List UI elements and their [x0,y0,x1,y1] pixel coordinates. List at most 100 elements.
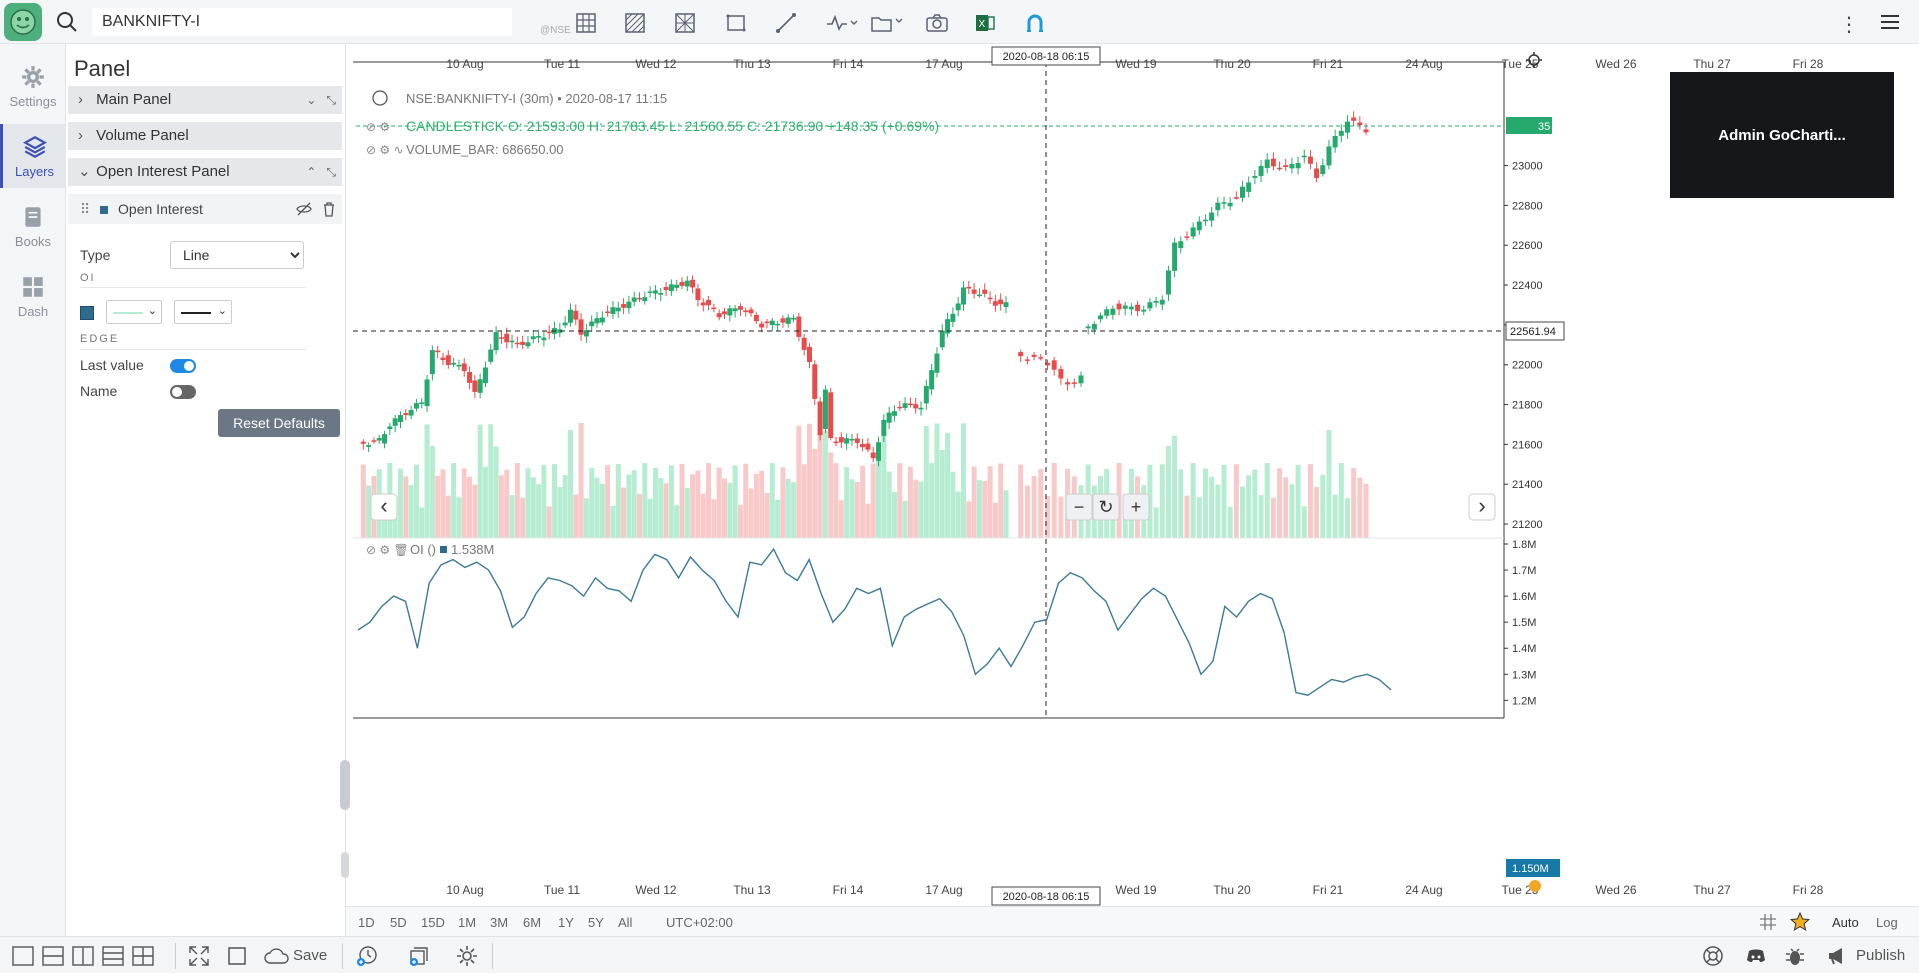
layout-two-columns-icon[interactable] [72,945,96,967]
candle-body [424,379,430,407]
price-tick-label: 21200 [1512,519,1543,531]
top-time-tick-label: Fri 21 [1313,57,1344,71]
auto-scale-button[interactable]: Auto [1832,915,1859,930]
volume-bar [775,499,781,538]
log-scale-button[interactable]: Log [1876,915,1898,930]
eye-hidden-icon[interactable] [296,201,312,217]
history-add-icon[interactable] [356,945,380,967]
rail-item-layers[interactable]: Layers [0,124,66,188]
candle-body [557,329,563,333]
section-volume-panel[interactable]: › Volume Panel [68,122,342,150]
section-main-panel[interactable]: › Main Panel ⌄ ⤡ [68,86,342,114]
candle-body [1270,158,1276,167]
volume-bar [403,476,409,538]
name-toggle[interactable] [170,385,196,399]
candle-body [1135,304,1141,312]
bug-report-icon[interactable] [1784,945,1808,967]
bottom-time-tick-label: 17 Aug [925,883,962,897]
volume-bar [1024,485,1030,538]
grid-table-icon[interactable] [573,10,599,36]
candle-body [371,440,377,442]
reset-defaults-button[interactable]: Reset Defaults [218,409,340,437]
zoom-in-icon [372,90,388,106]
publish-button[interactable]: Publish [1856,947,1906,964]
user-overlay-card[interactable]: Admin GoCharti... [1670,72,1894,198]
layout-three-rows-icon[interactable] [102,945,126,967]
section-tools[interactable]: ⌃ ⤡ [306,165,336,179]
rail-item-books[interactable]: Books [0,194,66,258]
square-icon[interactable] [226,945,250,967]
chart-canvas[interactable]: 10 Aug Tue 11 Wed 12 Thu 13 Fri 14 17 Aug Wed … [346,44,1919,906]
trash-icon[interactable] [322,201,336,217]
timeframe-5y[interactable]: 5Y [588,915,604,930]
save-button[interactable]: Save [293,947,328,964]
layout-two-rows-icon[interactable] [42,945,66,967]
timeframe-6m[interactable]: 6M [523,915,542,930]
oi-tick-label: 1.7M [1512,565,1536,577]
support-lifebuoy-icon[interactable] [1702,945,1726,967]
folder-dropdown-icon[interactable] [868,10,906,36]
layout-quad-icon[interactable] [132,945,156,967]
section-open-interest-panel[interactable]: ⌄ Open Interest Panel ⌃ ⤡ [68,158,342,186]
chevron-right-button[interactable]: › [1468,493,1496,521]
volume-bar [1283,477,1289,538]
timeframe-15d[interactable]: 15D [421,915,445,930]
section-tools[interactable]: ⌄ ⤡ [306,93,336,107]
megaphone-icon[interactable] [1826,945,1850,967]
zoom-in-button[interactable]: + [1122,493,1150,521]
candle-body [971,289,977,294]
discord-icon[interactable] [1745,945,1769,967]
pattern-grid-icon[interactable] [622,10,648,36]
oi-color-swatch[interactable] [80,306,94,320]
volume-bar [759,470,765,538]
timeframe-all[interactable]: All [618,915,633,930]
volume-bar [1184,495,1190,538]
symbol-search-input[interactable] [92,8,512,36]
panel-collapse-handle[interactable] [341,852,349,878]
magnet-icon[interactable] [1022,10,1048,36]
rail-item-dash[interactable]: Dash [0,264,66,328]
more-options-icon[interactable]: ⋮ [1839,14,1859,36]
reset-zoom-button[interactable]: ↻ [1092,493,1120,521]
timezone-label[interactable]: UTC+02:00 [666,915,733,930]
timeframe-1y[interactable]: 1Y [558,915,574,930]
drag-handle-icon[interactable]: ⠿ [80,201,91,217]
volume-bar [812,448,818,538]
hamburger-menu-icon[interactable] [1879,12,1901,32]
camera-icon[interactable] [924,10,950,36]
cloud-save-icon[interactable] [264,945,294,967]
fib-grid-icon[interactable] [672,10,698,36]
type-select[interactable]: Line [170,241,304,269]
chevron-left-button[interactable]: ‹ [370,493,398,521]
chart-settings-gear-icon[interactable] [1526,52,1542,68]
candle-body [567,309,573,323]
volume-bar [546,506,552,538]
candle-body [1326,146,1332,166]
line-style-select[interactable]: ⌄ [174,300,232,324]
rectangle-tool-icon[interactable] [723,10,749,36]
candle-body [541,337,547,341]
layout-single-icon[interactable] [12,945,36,967]
timeframe-3m[interactable]: 3M [490,915,509,930]
timeframe-5d[interactable]: 5D [390,915,407,930]
rail-item-settings[interactable]: Settings [0,54,66,118]
trendline-tool-icon[interactable] [773,10,799,36]
app-logo[interactable] [4,3,42,41]
search-icon[interactable] [55,10,79,34]
new-window-add-icon[interactable] [408,945,432,967]
fullscreen-icon[interactable] [188,945,212,967]
layer-row-open-interest[interactable]: ⠿ Open Interest [68,194,342,224]
last-value-toggle[interactable] [170,359,196,373]
zoom-out-button[interactable]: − [1065,493,1093,521]
timeframe-1m[interactable]: 1M [458,915,477,930]
star-favorite-icon[interactable] [1790,912,1810,932]
line-color-select[interactable]: ⌄ [106,300,162,324]
excel-export-icon[interactable]: X [972,10,998,36]
timeframe-1d[interactable]: 1D [358,915,375,930]
gear-icon[interactable] [456,945,480,967]
volume-bar [716,467,722,538]
bottom-time-tick-label: Fri 28 [1793,883,1824,897]
grid-toggle-icon[interactable] [1759,913,1777,931]
indicator-dropdown-icon[interactable] [823,10,861,36]
panel-resize-handle[interactable] [340,760,350,810]
